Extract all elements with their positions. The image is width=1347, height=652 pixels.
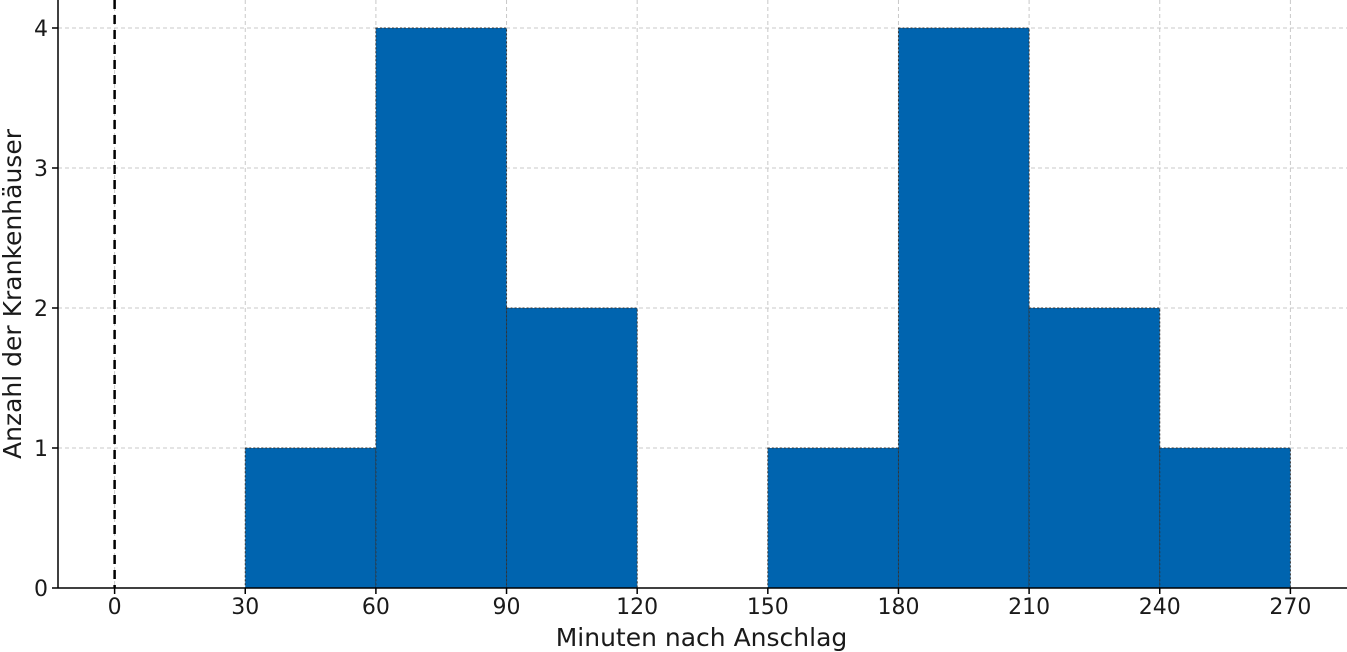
x-tick-label: 0 <box>108 595 122 620</box>
y-tick-label: 4 <box>34 17 48 42</box>
y-tick-label: 1 <box>34 437 48 462</box>
y-tick-label: 3 <box>34 157 48 182</box>
histogram-bar <box>767 447 899 589</box>
x-tick-label: 240 <box>1139 595 1181 620</box>
x-tick-label: 120 <box>616 595 658 620</box>
histogram-bar <box>897 27 1030 589</box>
x-axis-ticks: 0 30 60 90 120 150 180 210 240 270 <box>108 588 1311 620</box>
y-tick-label: 0 <box>34 577 48 602</box>
x-axis-title: Minuten nach Anschlag <box>556 623 848 652</box>
x-tick-label: 60 <box>362 595 390 620</box>
axes <box>57 0 1347 589</box>
x-tick-label: 210 <box>1008 595 1050 620</box>
x-tick-label: 180 <box>877 595 919 620</box>
histogram-bar <box>1159 447 1291 589</box>
y-tick-label: 2 <box>34 297 48 322</box>
histogram-bar <box>1028 307 1161 589</box>
x-tick-label: 270 <box>1269 595 1311 620</box>
histogram-bar <box>506 307 638 589</box>
histogram-bar <box>375 27 508 589</box>
histogram-bar <box>244 447 377 589</box>
x-tick-label: 150 <box>747 595 789 620</box>
y-axis-ticks: 0 1 2 3 4 <box>34 17 58 602</box>
x-tick-label: 30 <box>231 595 259 620</box>
y-axis-title: Anzahl der Krankenhäuser <box>0 128 27 459</box>
x-tick-label: 90 <box>493 595 521 620</box>
histogram-bars <box>244 27 1291 589</box>
